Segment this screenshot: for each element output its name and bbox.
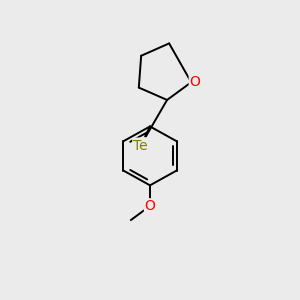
Text: Te: Te [133, 139, 148, 153]
Text: O: O [189, 75, 200, 89]
Text: O: O [145, 199, 155, 213]
